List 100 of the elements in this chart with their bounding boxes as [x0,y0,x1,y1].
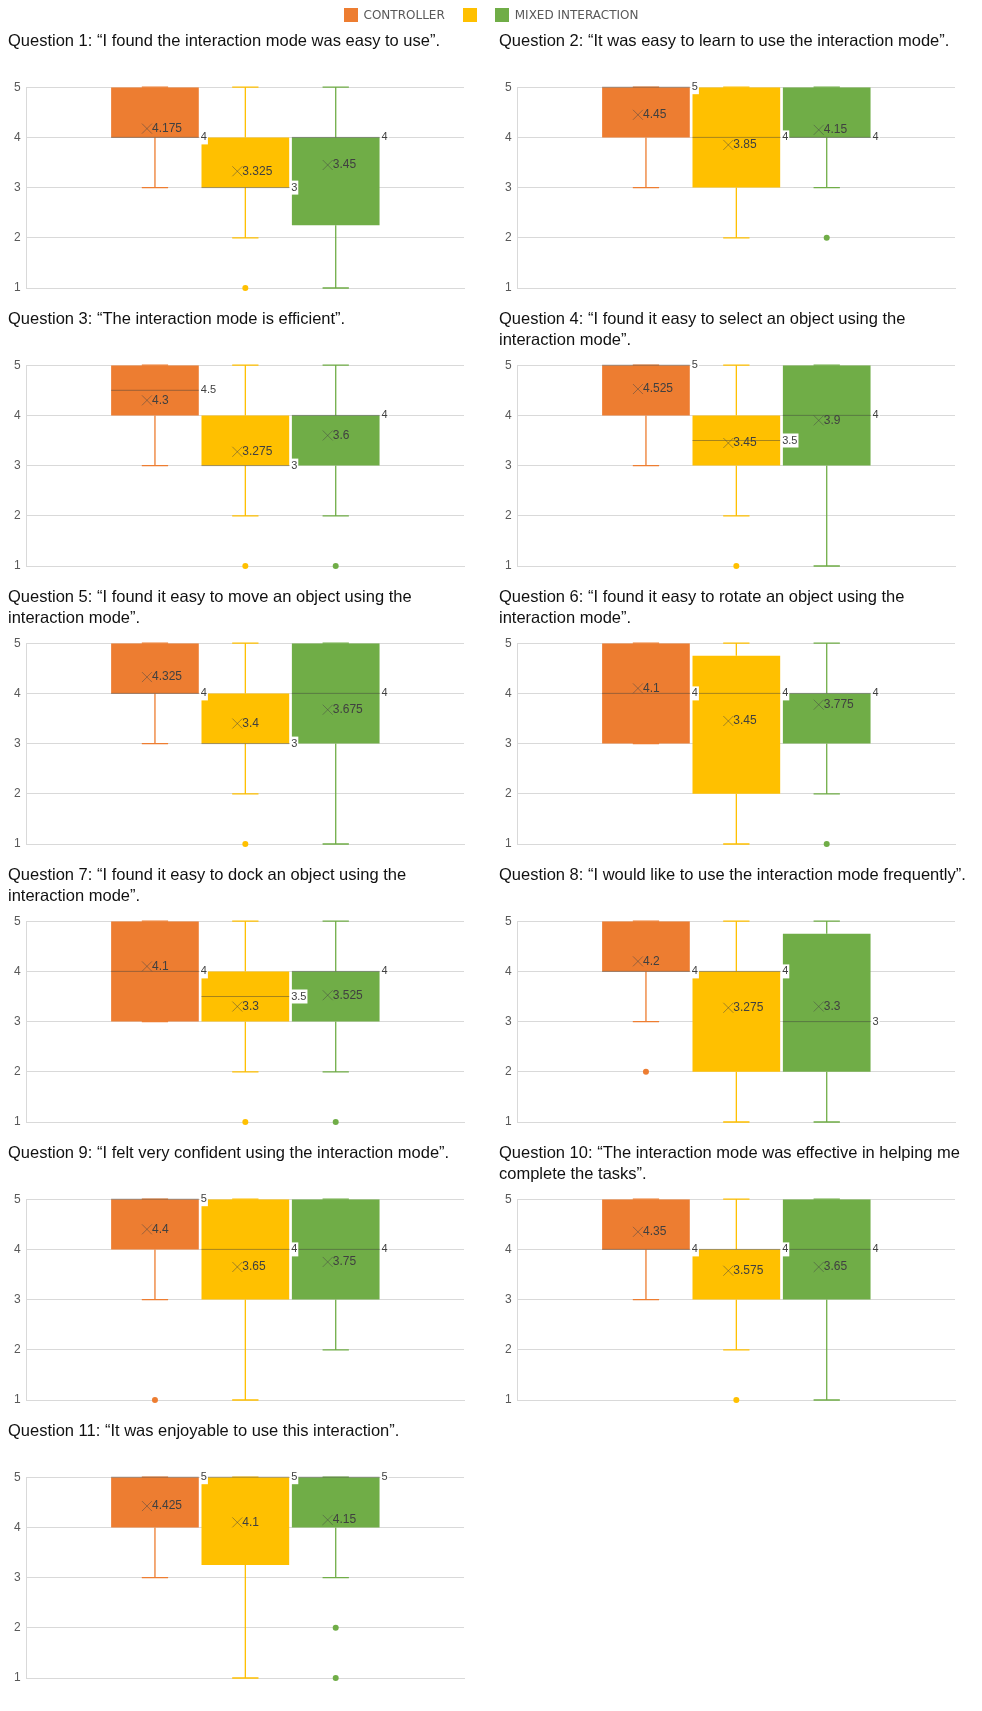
annotation: 4 [691,686,698,699]
y-tick-label: 4 [13,129,21,144]
annotation: 4.325 [151,669,183,684]
annotation: 4.525 [642,381,674,396]
annotation: 4.1 [242,1514,260,1529]
annotation: 4 [691,964,698,977]
annotation: 3.325 [242,163,273,178]
y-tick-label: 2 [13,1342,21,1357]
y-tick-label: 5 [504,1191,512,1206]
annotation: 4 [381,964,388,977]
annotation: 4.35 [642,1224,667,1239]
y-tick-label: 2 [504,508,512,523]
chart-title: Question 3: “The interaction mode is efficient”. [8,308,347,329]
y-tick-label: 5 [504,635,512,650]
y-tick-label: 3 [504,1013,512,1028]
annotation: 5 [291,1470,298,1483]
annotation: 3.65 [823,1259,848,1274]
annotation: 3.45 [733,435,758,450]
y-tick-label: 5 [13,913,21,928]
annotation: 5 [381,1470,388,1483]
y-tick-label: 4 [504,1241,512,1256]
y-tick-label: 5 [504,79,512,94]
y-tick-label: 3 [13,179,21,194]
y-tick-label: 2 [504,1064,512,1079]
annotation: 4.15 [823,122,848,137]
y-tick-label: 1 [13,1114,21,1129]
annotation: 3.65 [242,1259,267,1274]
y-tick-label: 5 [13,1191,21,1206]
y-tick-label: 3 [13,1569,21,1584]
annotation: 3.275 [733,1000,764,1015]
annotation: 3.4 [242,715,260,730]
annotation: 4 [200,130,207,143]
annotation: 3 [291,736,298,749]
annotation: 4.5 [200,383,217,396]
annotation: 3.45 [733,713,758,728]
chart-title: Question 9: “I felt very confident using the interaction mode”. [8,1142,451,1163]
y-tick-label: 5 [13,357,21,372]
annotation: 4.2 [642,953,660,968]
y-tick-label: 1 [504,1392,512,1407]
annotation: 3.775 [823,697,855,712]
annotation: 4 [381,686,388,699]
annotation: 4.3 [151,392,169,407]
annotation: 4.45 [642,107,667,122]
annotation: 5 [691,358,698,371]
annotation: 3 [872,1014,879,1027]
annotation: 4 [872,1242,879,1255]
annotation: 3.5 [291,989,307,1002]
y-tick-label: 2 [504,230,512,245]
annotation: 3.9 [823,412,841,427]
y-tick-label: 3 [504,179,512,194]
chart-title: Question 2: “It was easy to learn to use the interaction mode”. [499,30,951,51]
annotation: 4 [200,964,207,977]
annotation: 3.6 [332,427,350,442]
annotation: 5 [200,1192,207,1205]
y-tick-label: 5 [504,913,512,928]
y-tick-label: 4 [504,129,512,144]
chart-title: Question 11: “It was enjoyable to use this interaction”. [8,1420,401,1441]
y-tick-label: 1 [13,1670,21,1685]
annotation: 3.525 [332,987,364,1002]
annotation: 3.85 [733,137,758,152]
chart-title: Question 8: “I would like to use the interaction mode frequently”. [499,864,967,885]
y-tick-label: 4 [504,407,512,422]
y-tick-label: 3 [504,1291,512,1306]
annotation: 4 [381,130,388,143]
y-tick-label: 1 [504,280,512,295]
annotation: 4 [872,686,879,699]
y-tick-label: 3 [13,1013,21,1028]
annotation: 4 [872,130,879,143]
annotation: 3.3 [823,998,841,1013]
annotation: 4.425 [151,1498,183,1513]
annotation: 3.75 [332,1254,357,1269]
y-tick-label: 3 [13,735,21,750]
y-tick-label: 1 [504,558,512,573]
annotation: 5 [691,80,698,93]
chart-title: Question 4: “I found it easy to select an object using the interaction mode”. [499,308,907,350]
y-tick-label: 2 [13,230,21,245]
chart-title: Question 5: “I found it easy to move an object using the interaction mode”. [8,586,413,628]
annotation: 4 [872,408,879,421]
y-tick-label: 3 [504,457,512,472]
y-tick-label: 5 [13,1469,21,1484]
chart-title: Question 1: “I found the interaction mode was easy to use”. [8,30,441,51]
annotation: 3.675 [332,702,364,717]
annotation: 4 [782,964,789,977]
y-tick-label: 4 [13,1241,21,1256]
chart-title: Question 6: “I found it easy to rotate an object using the interaction mode”. [499,586,906,628]
annotation: 4 [782,1242,789,1255]
y-tick-label: 2 [13,1620,21,1635]
annotation: 4 [782,686,789,699]
annotation: 3.5 [782,433,798,446]
annotation: 4 [691,1242,698,1255]
annotation: 3 [291,180,298,193]
y-tick-label: 4 [504,685,512,700]
y-tick-label: 1 [504,836,512,851]
annotation: 3.45 [332,157,357,172]
annotation: 5 [200,1470,207,1483]
annotation: 4.4 [151,1221,169,1236]
annotation: 3.575 [733,1263,764,1278]
chart-title: Question 7: “I found it easy to dock an object using the interaction mode”. [8,864,408,906]
annotation: 4.175 [151,120,183,135]
y-tick-label: 1 [13,280,21,295]
